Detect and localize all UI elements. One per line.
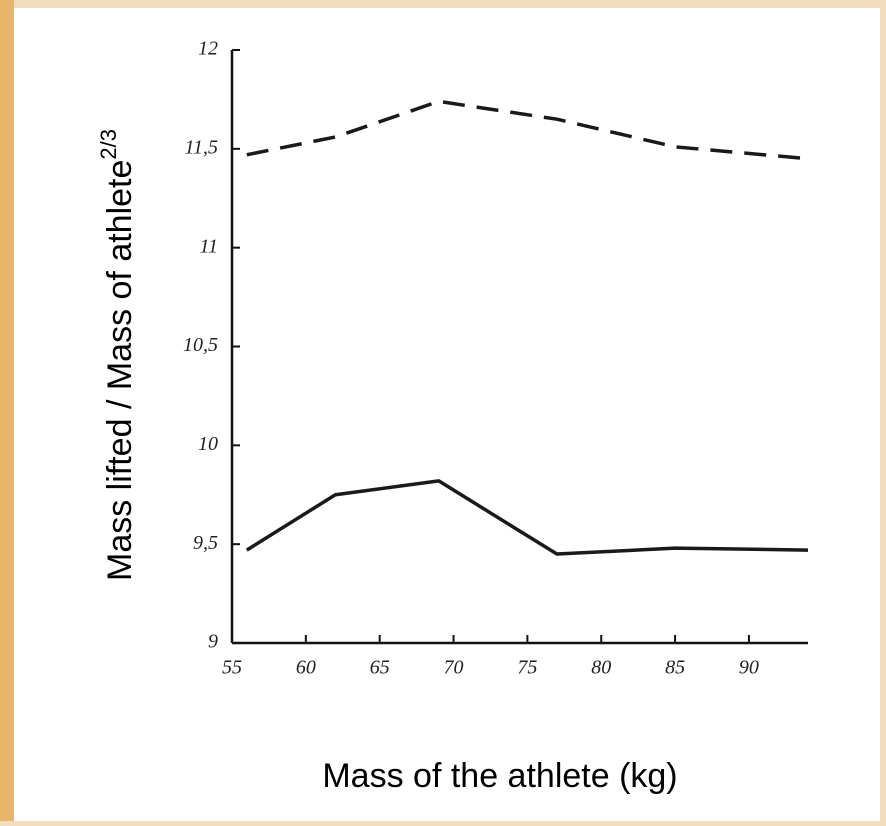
x-tick-label: 75 <box>517 657 537 679</box>
y-tick-label: 9 <box>208 631 218 653</box>
y-axis-title-main: Mass lifted / Mass of athlete <box>101 160 139 581</box>
chart-background <box>14 8 880 821</box>
x-tick-label: 70 <box>444 657 464 679</box>
x-axis-title: Mass of the athlete (kg) <box>322 757 677 795</box>
y-tick-label: 11 <box>199 235 218 257</box>
x-tick-label: 80 <box>591 657 611 679</box>
x-tick-label: 55 <box>222 657 242 679</box>
x-tick-label: 65 <box>370 657 390 679</box>
y-axis-title-superscript: 2/3 <box>96 129 121 160</box>
x-tick-label: 90 <box>739 657 759 679</box>
y-tick-label: 10,5 <box>183 334 218 356</box>
x-tick-label: 60 <box>296 657 316 679</box>
x-tick-label: 85 <box>665 657 685 679</box>
y-tick-label: 10 <box>198 433 218 455</box>
y-tick-label: 9,5 <box>193 532 218 554</box>
slide: Mass of the athlete (kg) Mass lifted / M… <box>0 0 886 821</box>
chart: Mass of the athlete (kg) Mass lifted / M… <box>0 0 886 821</box>
y-tick-label: 11,5 <box>184 136 218 158</box>
y-axis-title: Mass lifted / Mass of athlete2/3 <box>96 129 139 581</box>
slide-edge <box>0 0 14 821</box>
y-tick-label: 12 <box>198 38 218 60</box>
